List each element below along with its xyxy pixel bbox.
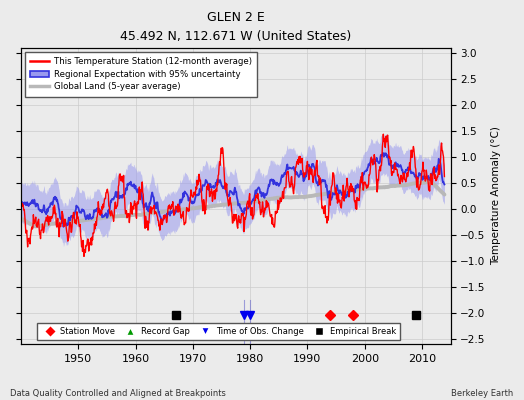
Legend: Station Move, Record Gap, Time of Obs. Change, Empirical Break: Station Move, Record Gap, Time of Obs. C… [37,322,400,340]
Text: Data Quality Controlled and Aligned at Breakpoints: Data Quality Controlled and Aligned at B… [10,389,226,398]
Text: Berkeley Earth: Berkeley Earth [451,389,514,398]
Title: GLEN 2 E
45.492 N, 112.671 W (United States): GLEN 2 E 45.492 N, 112.671 W (United Sta… [120,11,352,43]
Y-axis label: Temperature Anomaly (°C): Temperature Anomaly (°C) [492,126,501,266]
